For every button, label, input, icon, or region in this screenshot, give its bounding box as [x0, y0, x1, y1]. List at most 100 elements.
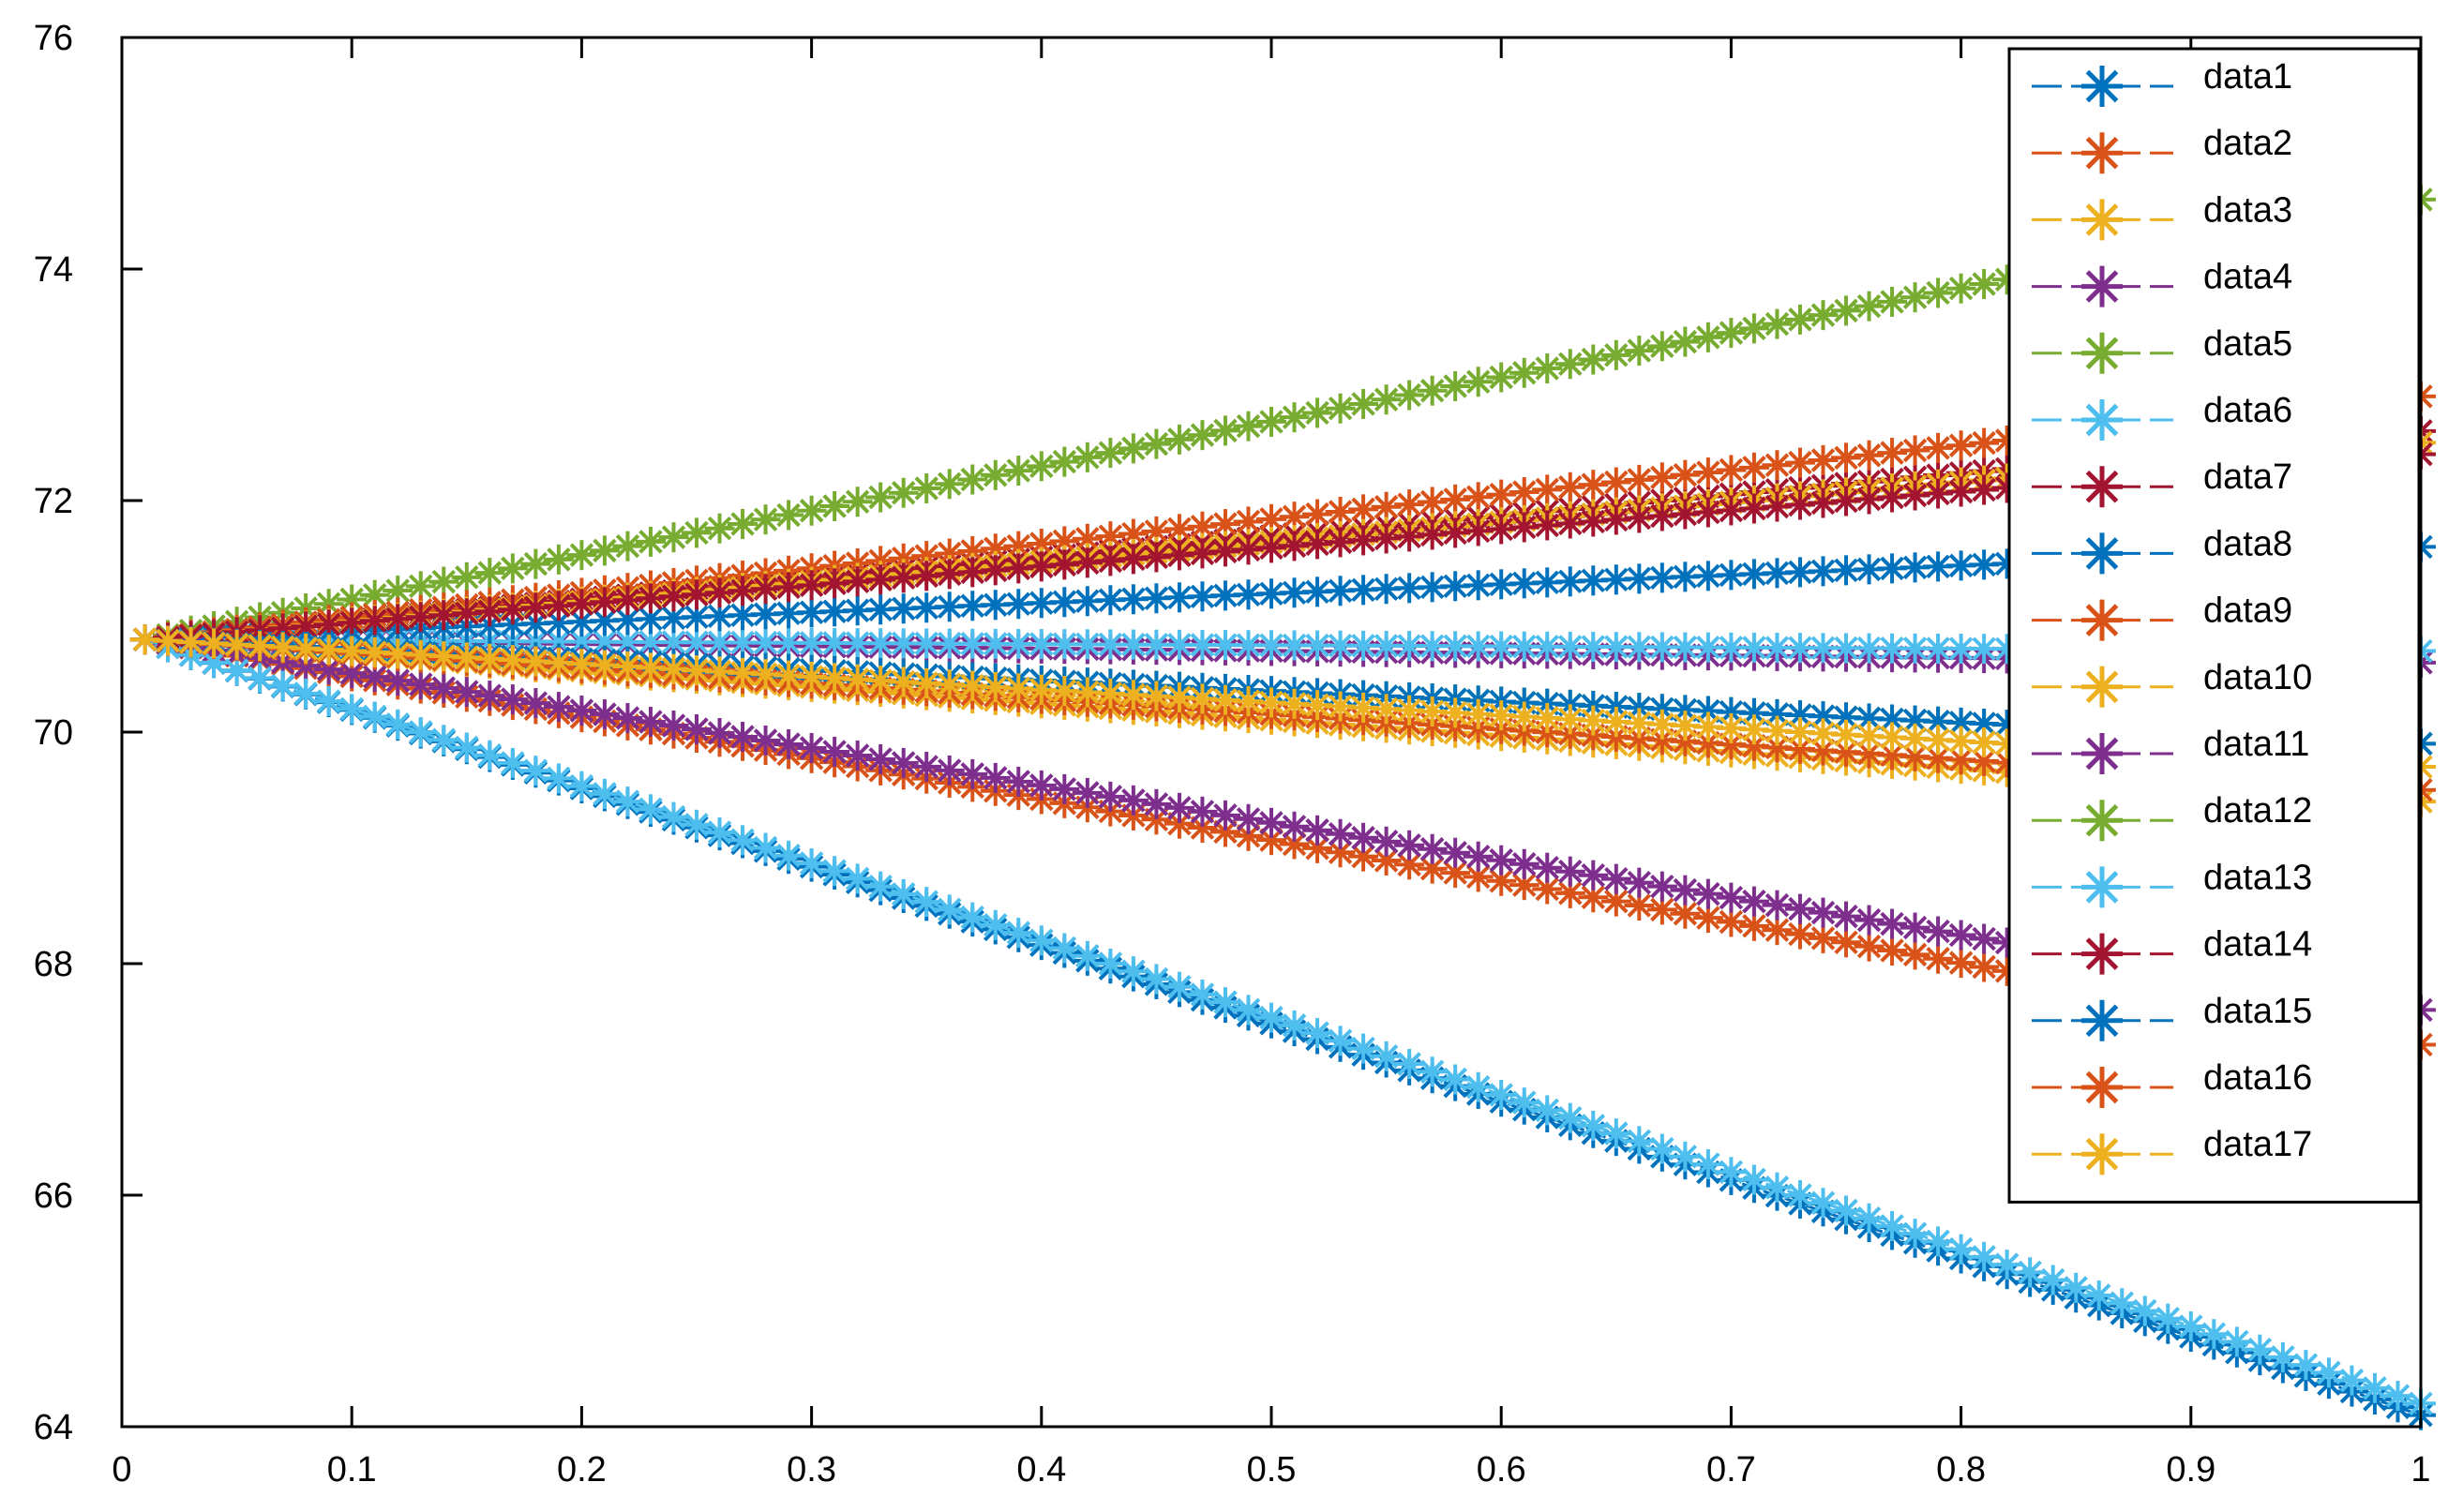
data-point [383, 709, 413, 740]
data-point [2267, 1341, 2298, 1372]
data-point [1003, 766, 1034, 797]
legend-label: data11 [2203, 725, 2309, 764]
data-point [888, 593, 919, 624]
legend-marker [2081, 132, 2123, 174]
data-point [1877, 438, 1908, 469]
data-point [888, 878, 919, 909]
data-point [612, 703, 643, 734]
data-point [1762, 1172, 1793, 1203]
data-point [1969, 268, 2000, 299]
data-point [1302, 1018, 1333, 1049]
data-point [1118, 629, 1149, 660]
data-point [1624, 502, 1655, 533]
data-point [1716, 882, 1747, 913]
x-tick-label: 0.3 [787, 1450, 836, 1490]
data-point [1831, 442, 1861, 473]
data-point [957, 758, 988, 789]
data-point [1762, 890, 1793, 921]
data-point [635, 794, 666, 825]
y-tick-label: 70 [34, 713, 73, 753]
data-point [1348, 575, 1379, 606]
data-point [589, 587, 620, 618]
legend-marker [2081, 66, 2123, 107]
data-point [428, 725, 459, 756]
data-point [1877, 1210, 1908, 1241]
data-point [1164, 540, 1194, 571]
data-point [1026, 770, 1057, 801]
legend-marker [2081, 532, 2123, 575]
data-point [980, 590, 1011, 621]
data-point [2107, 1288, 2138, 1319]
data-point [1969, 474, 2000, 505]
data-point [1923, 916, 1954, 947]
data-point [1600, 863, 1631, 894]
y-tick-label: 64 [34, 1408, 73, 1447]
data-point [1692, 322, 1723, 352]
data-point [1762, 450, 1793, 481]
data-point [1141, 964, 1172, 995]
x-tick-label: 0 [112, 1450, 131, 1490]
y-tick-label: 72 [34, 482, 73, 521]
legend-marker [2081, 265, 2123, 307]
data-point [1532, 353, 1563, 384]
data-point [2199, 1319, 2230, 1350]
data-point [1394, 489, 1425, 520]
data-point [1738, 452, 1769, 483]
data-point [1808, 444, 1839, 475]
data-point [819, 856, 850, 887]
data-point [1026, 925, 1057, 956]
data-point [1532, 852, 1563, 883]
series-layer [129, 184, 2436, 1430]
data-point [1945, 273, 1976, 304]
data-point [451, 677, 482, 708]
data-point [1049, 933, 1080, 964]
data-point [1486, 479, 1517, 510]
data-point [1923, 432, 1954, 463]
legend-item: data6 [2032, 391, 2292, 441]
data-point [1256, 406, 1286, 437]
legend-label: data7 [2203, 457, 2292, 497]
data-point [1509, 1087, 1539, 1118]
data-point [1279, 1010, 1310, 1040]
legend: data1 data2 data3 data4 data5 data6 data7 data8… [2007, 47, 2421, 1204]
data-point [1692, 878, 1723, 909]
data-point [1784, 893, 1815, 924]
legend-marker [2081, 332, 2123, 374]
data-point [1578, 344, 1609, 375]
data-point [1325, 837, 1356, 868]
data-point [842, 595, 873, 626]
data-point [1026, 451, 1057, 482]
data-point [1417, 833, 1448, 864]
data-point [1164, 681, 1194, 712]
data-point [1969, 427, 2000, 458]
data-point [1784, 717, 1815, 747]
legend-marker [2081, 1067, 2123, 1108]
data-point [1900, 435, 1930, 466]
data-point [1463, 570, 1494, 601]
data-point [2153, 1303, 2184, 1334]
data-point [1532, 1095, 1563, 1126]
x-tick-label: 0.9 [2166, 1450, 2215, 1490]
legend-item: data4 [2032, 258, 2292, 307]
data-point [474, 681, 505, 711]
data-point [819, 736, 850, 767]
data-point [1600, 467, 1631, 498]
data-point [1209, 415, 1240, 446]
data-point [1141, 428, 1172, 459]
data-point [1646, 632, 1677, 663]
data-point [1463, 516, 1494, 546]
data-point [1118, 518, 1149, 549]
data-point [1578, 705, 1609, 736]
data-point [291, 633, 322, 664]
data-point [1945, 1234, 1976, 1265]
x-axis: 0 0.1 0.2 0.3 0.4 0.5 0.6 0.7 0.8 0.9 1 [112, 37, 2431, 1490]
data-point [1463, 631, 1494, 662]
legend-label: data2 [2203, 124, 2292, 163]
data-point [1164, 424, 1194, 455]
data-point [1440, 1064, 1471, 1095]
data-point [1187, 979, 1218, 1010]
data-point [1072, 677, 1103, 708]
data-point [1371, 523, 1402, 554]
data-point [1440, 484, 1471, 515]
data-point [1578, 470, 1609, 501]
